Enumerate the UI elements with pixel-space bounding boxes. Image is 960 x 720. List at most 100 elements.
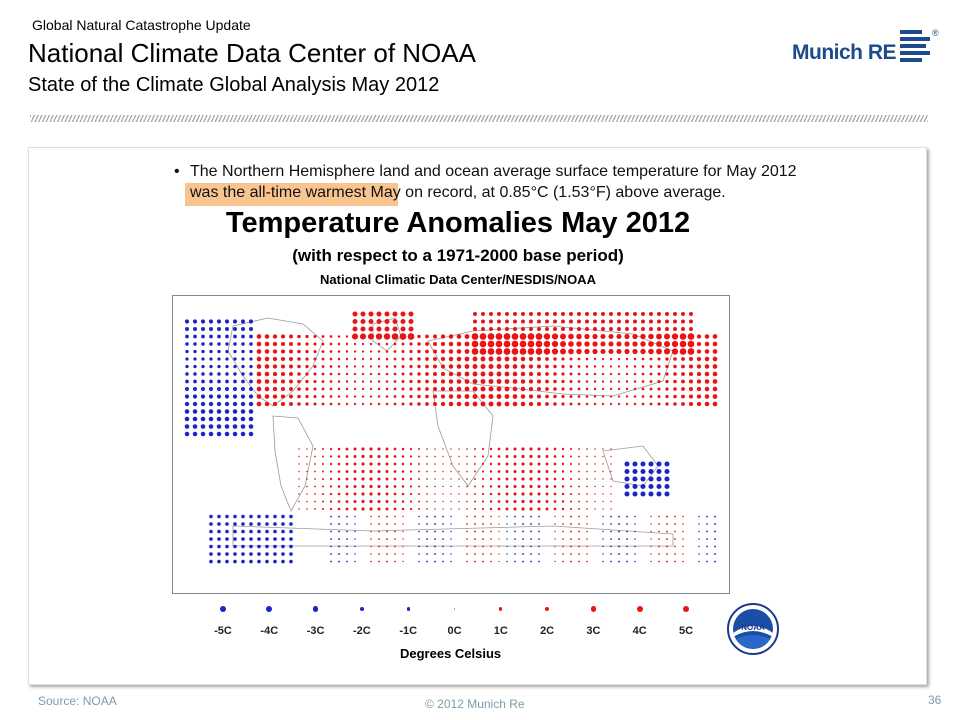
- anomaly-dot: [578, 560, 580, 563]
- anomaly-dot: [471, 333, 479, 340]
- anomaly-dot: [361, 507, 365, 511]
- anomaly-dot: [488, 356, 494, 362]
- anomaly-dot: [489, 500, 493, 503]
- anomaly-dot: [208, 431, 214, 437]
- anomaly-dot: [409, 470, 413, 473]
- anomaly-dot: [185, 387, 189, 391]
- anomaly-dot: [640, 461, 646, 467]
- anomaly-dot: [321, 462, 325, 466]
- anomaly-dot: [329, 462, 333, 466]
- anomaly-dot: [610, 538, 612, 540]
- anomaly-dot: [689, 312, 693, 316]
- anomaly-dot: [554, 530, 556, 533]
- anomaly-dot: [696, 334, 702, 339]
- anomaly-dot: [280, 371, 286, 377]
- anomaly-dot: [632, 468, 638, 475]
- anomaly-dot: [673, 372, 677, 376]
- anomaly-dot: [193, 349, 197, 354]
- anomaly-dot: [593, 365, 597, 368]
- anomaly-dot: [345, 485, 349, 488]
- anomaly-dot: [209, 327, 213, 331]
- anomaly-dot: [472, 379, 478, 384]
- anomaly-dot: [265, 514, 269, 519]
- anomaly-dot: [698, 545, 700, 548]
- anomaly-dot: [306, 493, 308, 495]
- anomaly-dot: [426, 530, 428, 533]
- anomaly-dot: [561, 462, 565, 466]
- anomaly-dot: [545, 357, 549, 361]
- anomaly-dot: [442, 470, 444, 473]
- legend-label: -2C: [353, 625, 371, 637]
- bullet-line-1: The Northern Hemisphere land and ocean a…: [190, 163, 797, 180]
- anomaly-dot: [498, 523, 500, 525]
- anomaly-dot: [504, 364, 510, 369]
- anomaly-dot: [586, 493, 588, 495]
- anomaly-dot: [442, 560, 444, 563]
- anomaly-dot: [577, 395, 581, 398]
- anomaly-dot: [482, 523, 484, 525]
- anomaly-dot: [273, 552, 277, 556]
- anomaly-dot: [393, 500, 397, 503]
- anomaly-dot: [656, 491, 662, 497]
- anomaly-dot: [681, 379, 685, 384]
- anomaly-dot: [281, 537, 285, 541]
- anomaly-dot: [377, 477, 381, 481]
- anomaly-dot: [578, 515, 580, 518]
- anomaly-dot: [664, 476, 670, 482]
- anomaly-dot: [225, 364, 229, 369]
- anomaly-dot: [513, 477, 517, 481]
- anomaly-dot: [369, 357, 373, 361]
- anomaly-dot: [554, 538, 556, 540]
- anomaly-dot: [402, 515, 404, 518]
- anomaly-dot: [649, 387, 653, 391]
- anomaly-dot: [321, 350, 325, 353]
- anomaly-dot: [256, 371, 262, 377]
- bullet-symbol: •: [174, 163, 180, 180]
- anomaly-dot: [681, 372, 685, 376]
- anomaly-dot: [561, 470, 565, 473]
- anomaly-dot: [506, 538, 508, 540]
- anomaly-dot: [329, 455, 333, 458]
- anomaly-dot: [361, 462, 365, 466]
- anomaly-dot: [321, 387, 325, 391]
- anomaly-dot: [543, 340, 551, 348]
- anomaly-dot: [657, 402, 661, 406]
- anomaly-dot: [594, 478, 596, 480]
- anomaly-dot: [464, 401, 470, 407]
- anomaly-dot: [450, 523, 452, 525]
- anomaly-dot: [456, 394, 462, 399]
- anomaly-dot: [233, 364, 237, 369]
- anomaly-dot: [314, 448, 316, 450]
- anomaly-dot: [696, 379, 702, 384]
- anomaly-dot: [545, 507, 549, 511]
- legend-label: 1C: [493, 625, 508, 637]
- anomaly-dot: [209, 537, 213, 541]
- anomaly-dot: [209, 357, 213, 361]
- anomaly-dot: [593, 402, 597, 406]
- anomaly-dot: [208, 394, 214, 399]
- anomaly-dot: [482, 515, 484, 518]
- anomaly-dot: [256, 394, 262, 399]
- anomaly-dot: [560, 333, 566, 340]
- anomaly-dot: [200, 431, 206, 437]
- anomaly-dot: [385, 477, 389, 481]
- anomaly-dot: [464, 379, 470, 384]
- anomaly-dot: [233, 334, 237, 339]
- anomaly-dot: [249, 364, 253, 369]
- anomaly-dot: [289, 349, 293, 354]
- anomaly-dot: [602, 553, 604, 555]
- anomaly-dot: [272, 364, 278, 369]
- anomaly-dot: [232, 416, 238, 422]
- anomaly-dot: [538, 530, 540, 533]
- anomaly-dot: [337, 395, 341, 398]
- anomaly-dot: [232, 401, 238, 407]
- anomaly-dot: [488, 379, 494, 384]
- anomaly-dot: [393, 357, 397, 361]
- anomaly-dot: [553, 492, 557, 496]
- anomaly-dot: [474, 485, 476, 488]
- anomaly-dot: [393, 462, 397, 466]
- anomaly-dot: [321, 477, 325, 481]
- anomaly-dot: [712, 386, 718, 392]
- anomaly-dot: [289, 394, 293, 399]
- anomaly-dot: [561, 372, 565, 376]
